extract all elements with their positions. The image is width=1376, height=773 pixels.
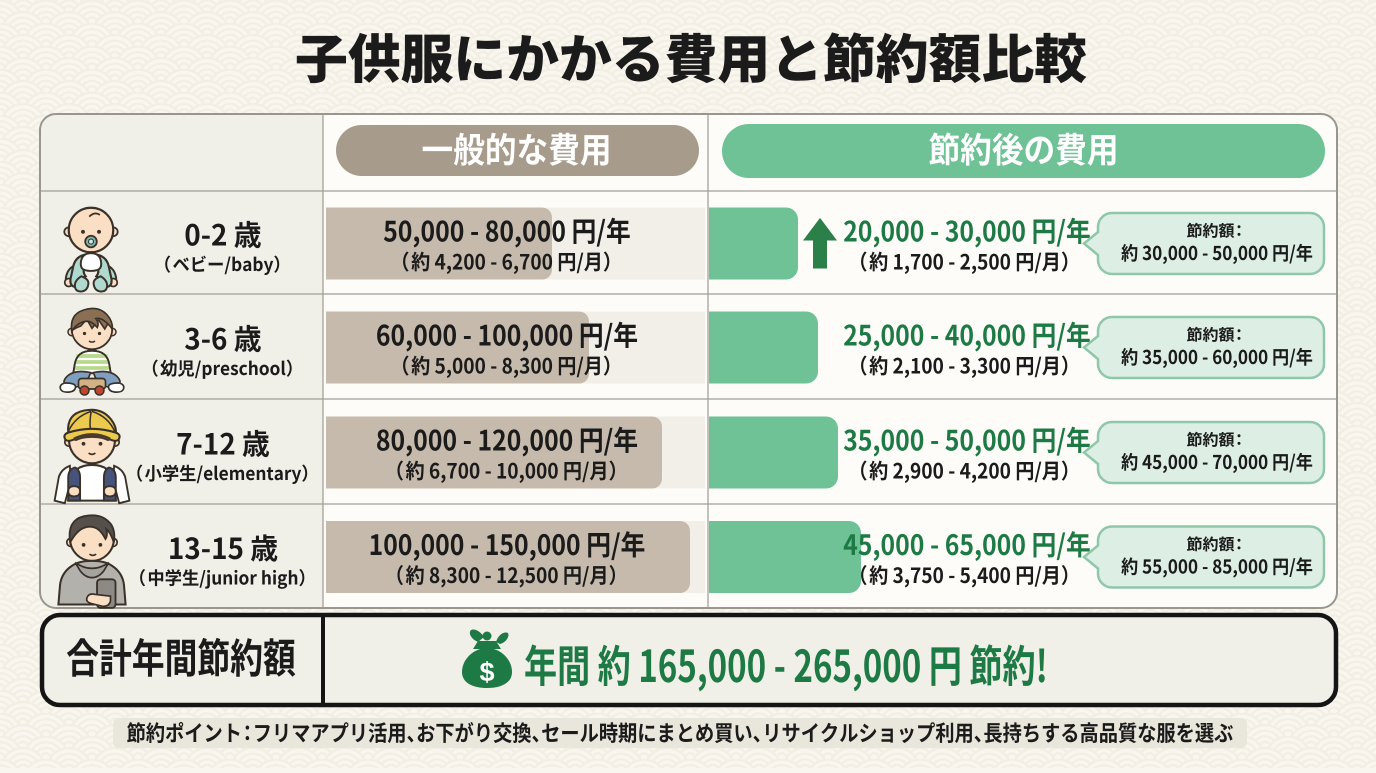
- svg-text:$: $: [479, 657, 494, 687]
